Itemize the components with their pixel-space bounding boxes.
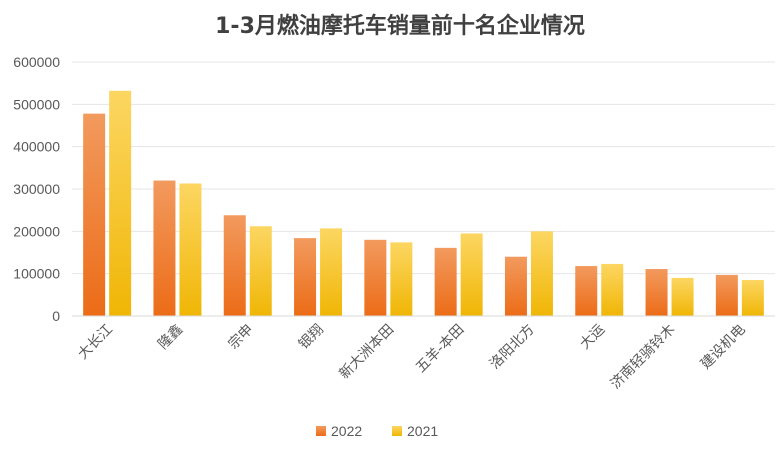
- legend-label-2021: 2021: [407, 423, 438, 439]
- bar-2022-9: [715, 274, 738, 316]
- bar-2021-2: [249, 226, 272, 316]
- gridlines: [72, 61, 775, 275]
- y-tick-label: 100000: [13, 266, 60, 282]
- bar-2021-6: [530, 231, 553, 316]
- y-tick-label: 500000: [13, 96, 60, 112]
- chart-title: 1-3月燃油摩托车销量前十名企业情况: [215, 13, 585, 39]
- bar-2021-9: [741, 280, 764, 316]
- x-category-label: 宗申: [225, 322, 256, 353]
- bar-2021-0: [109, 90, 132, 316]
- x-category-label: 洛阳北方: [487, 322, 538, 373]
- bar-2021-3: [320, 228, 343, 316]
- x-category-label: 济南轻骑铃木: [608, 322, 679, 393]
- y-tick-label: 400000: [13, 139, 60, 155]
- bar-2022-5: [434, 247, 457, 316]
- x-category-label: 大长江: [75, 322, 116, 363]
- bar-2022-1: [153, 180, 176, 316]
- x-category-label: 隆鑫: [154, 321, 186, 353]
- y-tick-label: 600000: [13, 54, 60, 70]
- x-axis-categories: 大长江 隆鑫 宗申 银翔 新大洲本田 五羊-本田 洛阳北方 大运 济南轻骑铃木 建设机电: [75, 321, 749, 392]
- bar-2021-4: [390, 242, 413, 316]
- bar-2021-8: [671, 277, 694, 316]
- x-category-label: 大运: [577, 322, 608, 353]
- bar-2021-5: [460, 233, 483, 316]
- x-category-label: 五羊-本田: [413, 322, 467, 376]
- legend-swatch-2021: [392, 426, 402, 436]
- bars: [83, 90, 764, 316]
- y-tick-label: 200000: [13, 223, 60, 239]
- x-category-label: 银翔: [296, 322, 327, 353]
- bar-2022-0: [83, 113, 106, 316]
- x-category-label: 新大洲本田: [336, 322, 397, 383]
- legend-label-2022: 2022: [331, 423, 362, 439]
- legend: 2022 2021: [316, 423, 438, 439]
- legend-swatch-2022: [316, 426, 326, 436]
- bar-2022-3: [294, 238, 317, 316]
- bar-2022-4: [364, 239, 387, 316]
- bar-2022-6: [504, 256, 527, 316]
- bar-2021-1: [179, 183, 202, 316]
- y-tick-label: 300000: [13, 181, 60, 197]
- bar-2022-8: [645, 269, 668, 316]
- bar-2022-7: [575, 266, 598, 316]
- y-axis-ticks: 0 100000 200000 300000 400000 500000 600000: [13, 54, 60, 324]
- y-tick-label: 0: [52, 308, 60, 324]
- x-category-label: 建设机电: [698, 322, 749, 373]
- bar-2022-2: [223, 215, 246, 316]
- bar-2021-7: [601, 263, 624, 316]
